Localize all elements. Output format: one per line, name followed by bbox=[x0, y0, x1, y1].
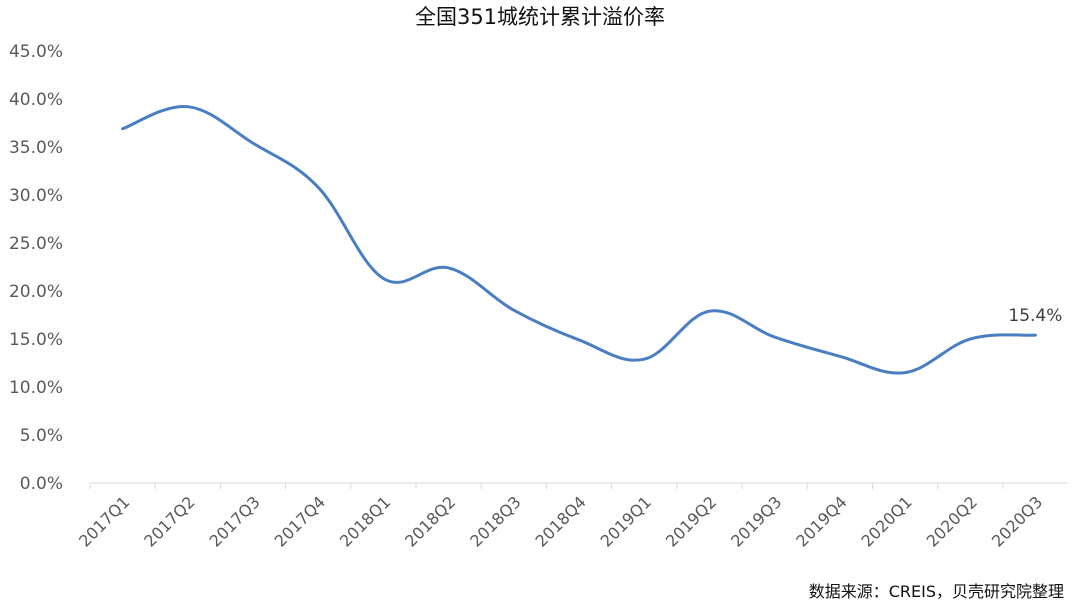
data-point bbox=[838, 355, 841, 358]
y-tick-label: 25.0% bbox=[9, 234, 63, 254]
data-point bbox=[708, 310, 711, 313]
x-tick-label: 2019Q3 bbox=[727, 492, 785, 550]
y-tick-label: 40.0% bbox=[9, 90, 63, 110]
y-axis: 0.0% 5.0% 10.0% 15.0% 20.0% 25.0% 30.0% 35.0% 40… bbox=[9, 42, 63, 494]
data-point bbox=[512, 309, 515, 312]
x-tick-label: 2018Q2 bbox=[401, 492, 459, 550]
data-point bbox=[121, 127, 124, 130]
data-point bbox=[252, 142, 255, 145]
x-tick-label: 2019Q1 bbox=[597, 492, 655, 550]
series-line bbox=[121, 105, 1037, 375]
data-point bbox=[773, 336, 776, 339]
data-point bbox=[904, 371, 907, 374]
x-tick-label: 2019Q2 bbox=[662, 492, 720, 550]
data-point bbox=[578, 338, 581, 341]
x-tick-label: 2018Q1 bbox=[336, 492, 394, 550]
data-point bbox=[969, 338, 972, 341]
x-tick-label: 2017Q2 bbox=[140, 492, 198, 550]
chart-title: 全国351城统计累计溢价率 bbox=[415, 5, 665, 29]
data-point bbox=[382, 277, 385, 280]
y-tick-label: 30.0% bbox=[9, 186, 63, 206]
source-note: 数据来源：CREIS，贝壳研究院整理 bbox=[808, 582, 1064, 601]
y-tick-label: 10.0% bbox=[9, 378, 63, 398]
y-tick-label: 35.0% bbox=[9, 138, 63, 158]
x-tick-label: 2018Q4 bbox=[531, 492, 589, 550]
x-tick-label: 2017Q3 bbox=[205, 492, 263, 550]
y-tick-label: 0.0% bbox=[20, 474, 63, 494]
data-point bbox=[186, 105, 189, 108]
data-point bbox=[643, 358, 646, 361]
x-tick-label: 2017Q4 bbox=[271, 492, 329, 550]
data-label: 15.4% bbox=[1008, 306, 1062, 326]
y-tick-label: 15.0% bbox=[9, 330, 63, 350]
x-tick-label: 2020Q2 bbox=[923, 492, 981, 550]
x-tick-label: 2020Q1 bbox=[857, 492, 915, 550]
data-point bbox=[447, 266, 450, 269]
x-tick-label: 2019Q4 bbox=[792, 492, 850, 550]
y-tick-label: 5.0% bbox=[20, 426, 63, 446]
data-labels: 15.4% bbox=[1008, 306, 1062, 326]
x-tick-label: 2018Q3 bbox=[466, 492, 524, 550]
x-axis: 2017Q1 2017Q2 2017Q3 2017Q4 2018Q1 2018Q2 2018… bbox=[75, 483, 1046, 551]
data-point bbox=[1034, 334, 1037, 337]
data-point bbox=[317, 186, 320, 189]
y-tick-label: 20.0% bbox=[9, 282, 63, 302]
y-tick-label: 45.0% bbox=[9, 42, 63, 62]
x-tick-label: 2017Q1 bbox=[75, 492, 133, 550]
x-tick-label: 2020Q3 bbox=[988, 492, 1046, 550]
